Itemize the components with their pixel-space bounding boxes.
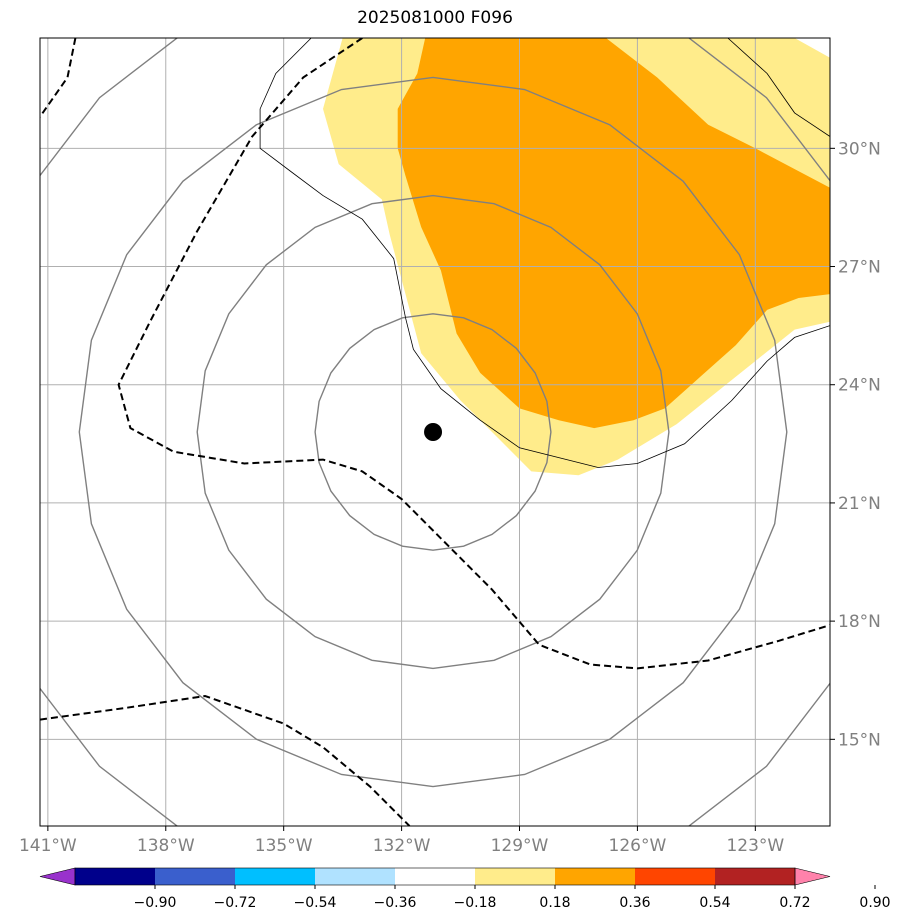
x-axis-ticks: 141°W 138°W 135°W 132°W 129°W 126°W 123°W	[19, 826, 784, 856]
colorbar-label-4: −0.18	[454, 895, 497, 911]
x-tick-label-4: 129°W	[491, 836, 549, 856]
colorbar-box-8	[715, 868, 795, 885]
colorbar-label-3: −0.36	[374, 895, 417, 911]
y-tick-label-2: 24°N	[838, 376, 881, 396]
colorbar-outline	[74, 867, 796, 886]
range-ring-1	[196, 194, 670, 670]
storm-center-marker	[424, 423, 443, 441]
filled-region-1	[397, 38, 830, 429]
contour-line-3	[117, 38, 830, 670]
range-ring-0	[314, 313, 552, 551]
y-axis-ticks: 30°N 27°N 24°N 21°N 18°N 15°N	[830, 139, 881, 750]
colorbar-box-1	[155, 868, 235, 885]
colorbar-label-5: 0.18	[539, 895, 570, 911]
colorbar-box-4	[395, 868, 475, 885]
x-tick-label-6: 123°W	[726, 836, 784, 856]
y-tick-label-0: 30°N	[838, 139, 881, 159]
colorbar-label-7: 0.54	[699, 895, 730, 911]
colorbar-box-7	[635, 868, 715, 885]
colorbar-box-2	[235, 868, 315, 885]
colorbar-label-2: −0.54	[294, 895, 337, 911]
range-ring-2	[78, 76, 788, 788]
y-tick-label-5: 15°N	[838, 730, 881, 750]
y-tick-label-1: 27°N	[838, 258, 881, 278]
y-tick-label-4: 18°N	[838, 612, 881, 632]
contour-line-2	[40, 38, 77, 118]
colorbar-box-5	[475, 868, 555, 885]
y-tick-label-3: 21°N	[838, 494, 881, 514]
colorbar-extend-high	[794, 867, 831, 886]
contour-line-1	[727, 38, 830, 137]
colorbar-box-6	[555, 868, 635, 885]
colorbar: −0.90 −0.72 −0.54 −0.36 −0.18 0.18 0.36 0.54 0.7…	[39, 867, 891, 911]
colorbar-label-1: −0.72	[214, 895, 257, 911]
x-tick-label-2: 135°W	[255, 836, 313, 856]
colorbar-box-0	[75, 868, 155, 885]
line-contours	[40, 38, 830, 826]
x-tick-label-1: 138°W	[137, 836, 195, 856]
colorbar-label-6: 0.36	[619, 895, 650, 911]
colorbar-label-9: 0.90	[859, 895, 890, 911]
x-tick-label-5: 126°W	[609, 836, 667, 856]
x-tick-label-3: 132°W	[373, 836, 431, 856]
colorbar-box-3	[315, 868, 395, 885]
storm-center	[424, 423, 443, 441]
contour-line-0	[259, 38, 830, 468]
chart-title: 2025081000 F096	[357, 8, 513, 28]
colorbar-label-0: −0.90	[134, 895, 177, 911]
contour-line-4	[40, 694, 411, 826]
gridlines	[40, 38, 830, 826]
x-tick-label-0: 141°W	[19, 836, 77, 856]
colorbar-label-8: 0.72	[779, 895, 810, 911]
colorbar-extend-low	[39, 867, 76, 886]
plot-frame	[39, 37, 831, 827]
filled-contours	[323, 38, 830, 476]
range-rings	[40, 38, 830, 826]
